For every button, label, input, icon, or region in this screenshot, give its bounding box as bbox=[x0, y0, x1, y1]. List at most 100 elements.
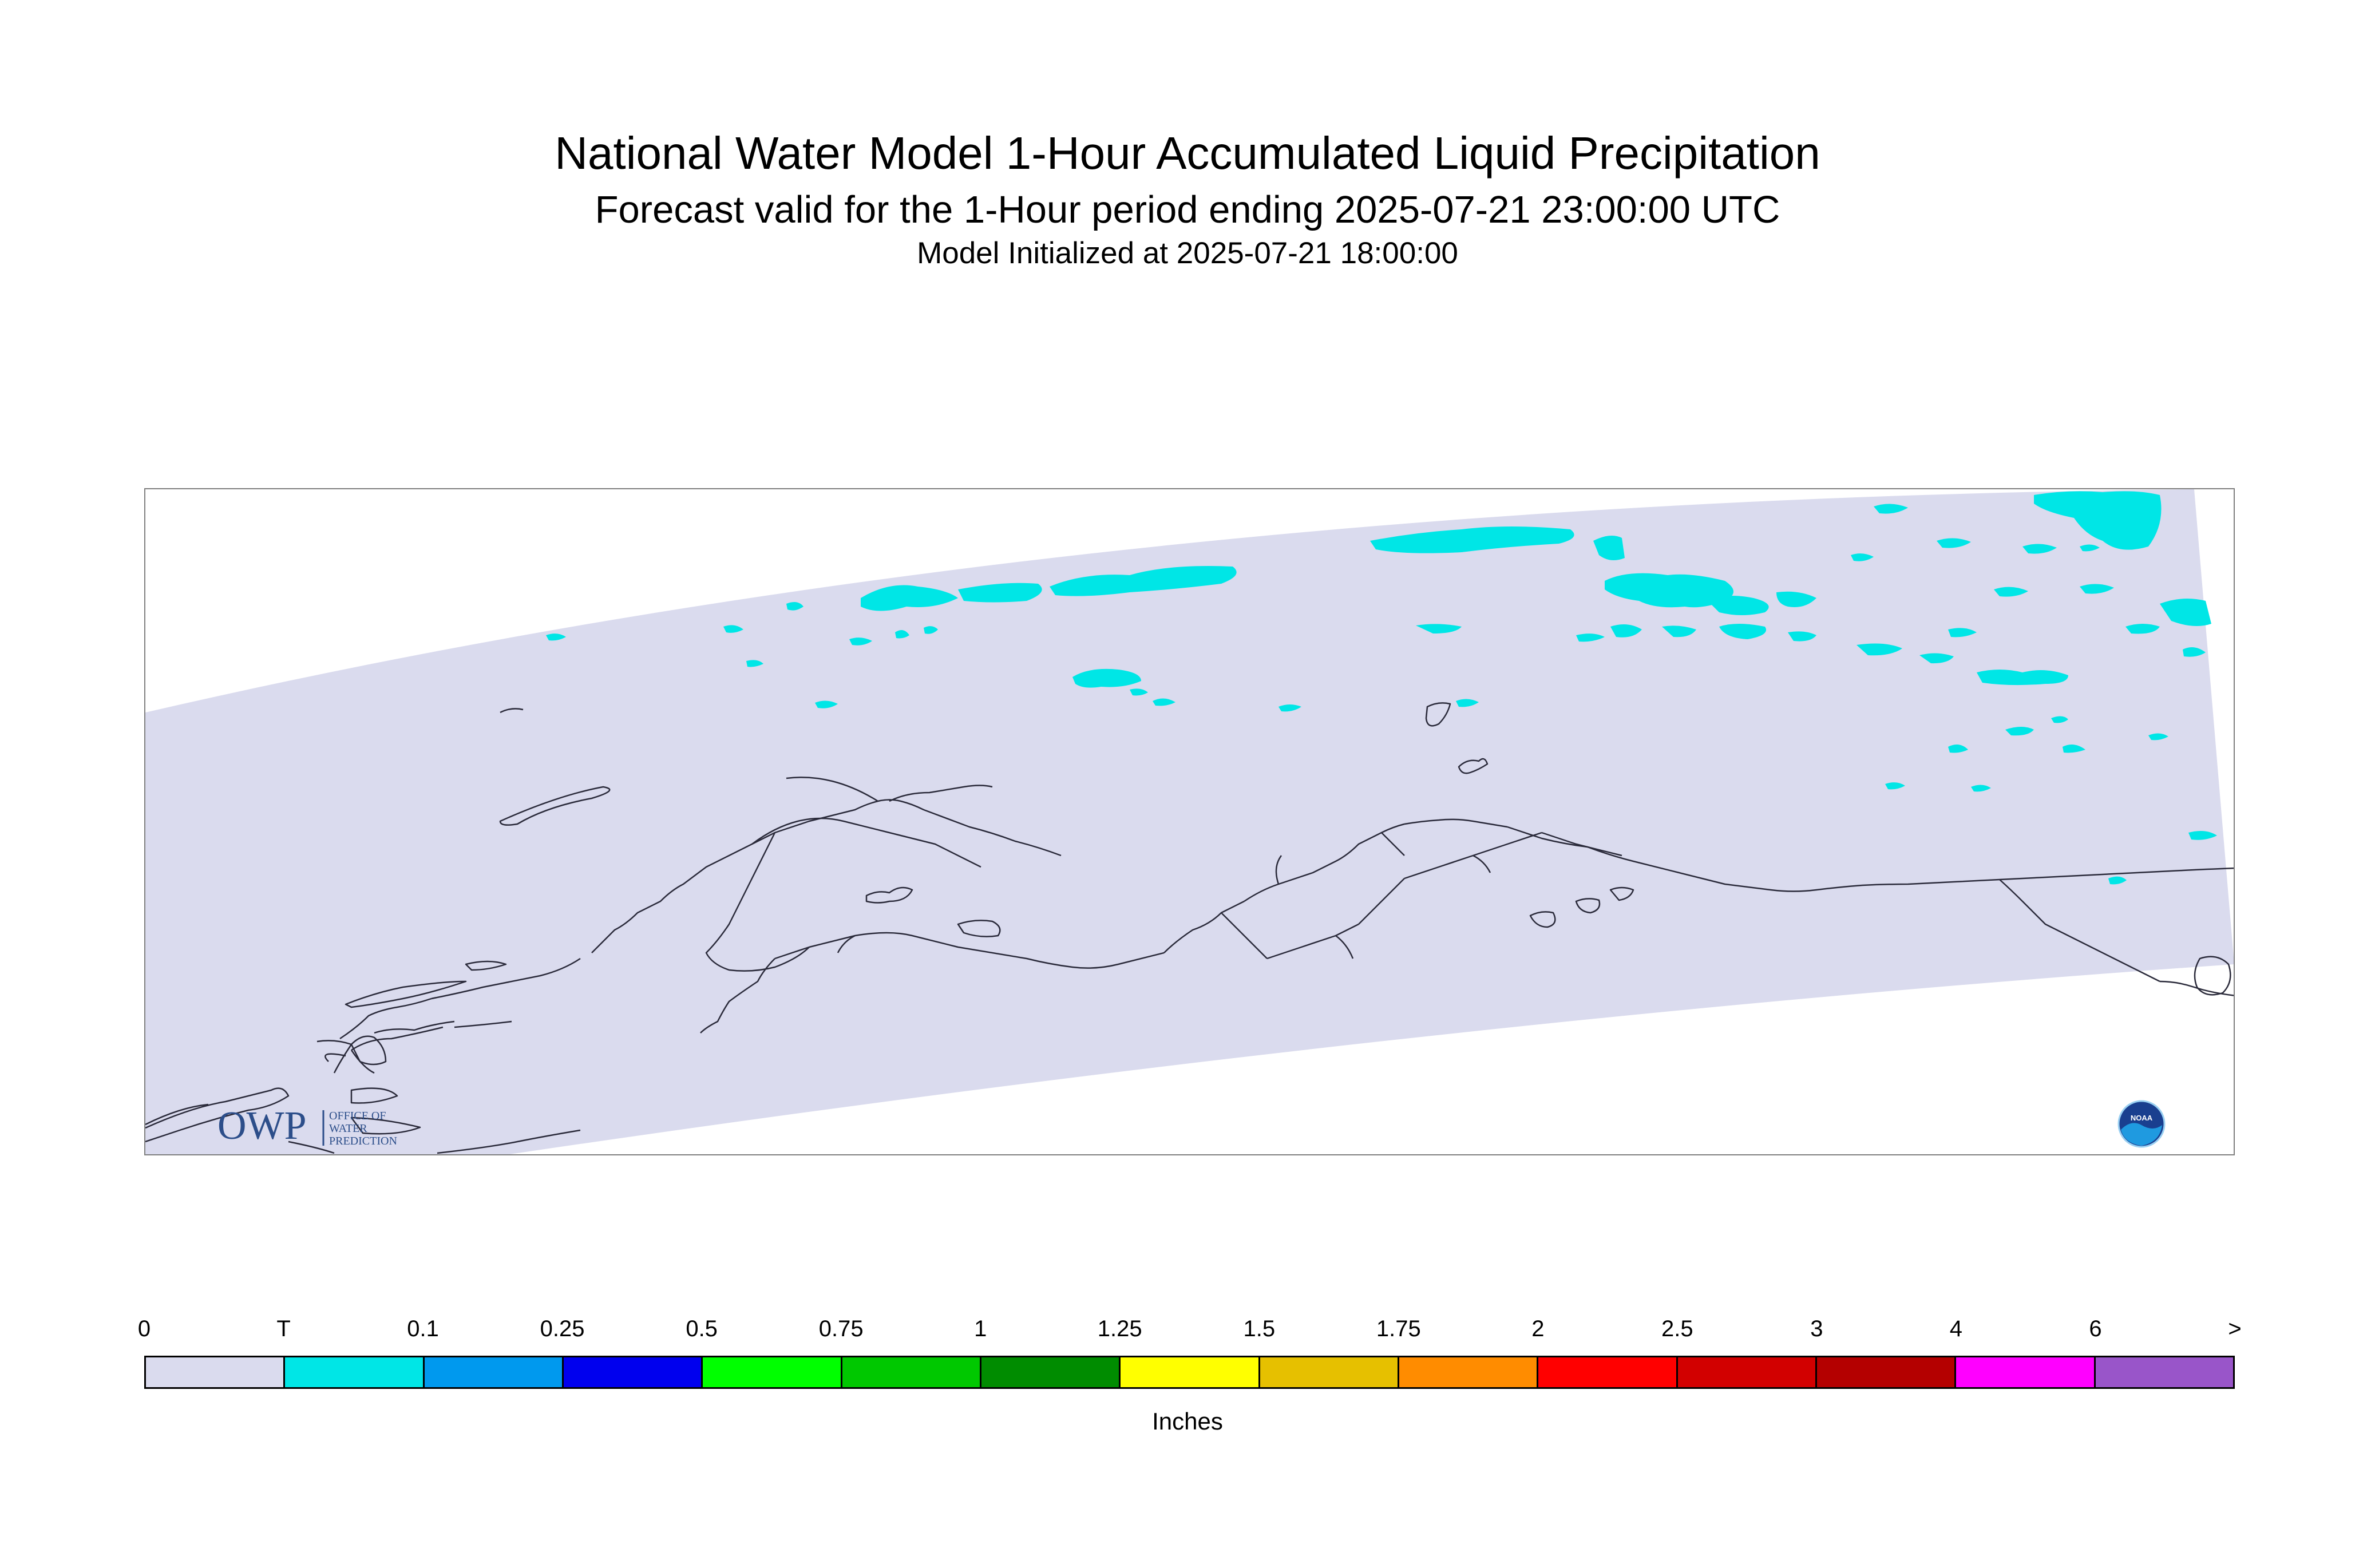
precip-area bbox=[2080, 544, 2100, 552]
precip-area bbox=[1605, 573, 1733, 608]
precip-area bbox=[1153, 698, 1175, 706]
chart-subtitle: Forecast valid for the 1-Hour period end… bbox=[595, 188, 1780, 231]
precip-area bbox=[1708, 596, 1769, 615]
legend-tick-label: 1.25 bbox=[1097, 1316, 1142, 1341]
legend-tick-label: 0 bbox=[137, 1316, 151, 1341]
coastline bbox=[1335, 935, 1354, 959]
precip-area bbox=[1456, 699, 1479, 707]
precip-area bbox=[1874, 504, 1908, 514]
precip-area bbox=[1370, 526, 1574, 553]
owp-logo-text: OFFICE OF bbox=[329, 1110, 386, 1122]
coastline bbox=[345, 980, 467, 1008]
coastline bbox=[957, 920, 1001, 937]
legend-swatch bbox=[1816, 1357, 1957, 1387]
precip-area bbox=[1610, 624, 1642, 638]
coastline bbox=[351, 1026, 444, 1051]
noaa-logo: NOAA bbox=[2117, 1100, 2166, 1148]
legend-tick-label: 0.75 bbox=[818, 1316, 864, 1341]
coastline bbox=[350, 1035, 387, 1066]
coastline bbox=[786, 777, 878, 802]
legend-swatch bbox=[1399, 1357, 1539, 1387]
precip-area bbox=[1776, 591, 1816, 607]
legend-swatch bbox=[1677, 1357, 1817, 1387]
coastline bbox=[324, 1053, 346, 1062]
legend-swatch bbox=[1260, 1357, 1399, 1387]
precip-area bbox=[2022, 544, 2057, 554]
coastline bbox=[350, 1050, 375, 1074]
legend-tick-label: 1.75 bbox=[1376, 1316, 1421, 1341]
coastline bbox=[1244, 823, 1405, 902]
coastline bbox=[1275, 855, 1282, 885]
coastline bbox=[1541, 831, 1622, 857]
legend-tick-label: 4 bbox=[1949, 1316, 1963, 1341]
precip-area bbox=[1662, 625, 1696, 638]
precip-area bbox=[2183, 647, 2206, 657]
coastline bbox=[705, 832, 810, 972]
precip-area bbox=[1971, 785, 1991, 792]
coastline bbox=[1358, 878, 1405, 925]
legend-colorbar bbox=[144, 1356, 2235, 1389]
legend-swatch bbox=[2095, 1357, 2233, 1387]
precip-area bbox=[895, 630, 909, 639]
precip-area bbox=[2188, 830, 2217, 840]
coastline bbox=[145, 1087, 290, 1143]
coastline bbox=[1458, 758, 1489, 774]
coastline bbox=[437, 1129, 581, 1154]
legend-swatch bbox=[146, 1357, 286, 1387]
legend-tick-label: 0.5 bbox=[686, 1316, 718, 1341]
coastline bbox=[350, 1087, 398, 1104]
legend-tick-label: 2.5 bbox=[1661, 1316, 1693, 1341]
legend-swatch bbox=[424, 1357, 564, 1387]
precip-area bbox=[1851, 553, 1874, 561]
map-panel[interactable] bbox=[144, 488, 2235, 1155]
precip-area bbox=[1857, 643, 1902, 656]
precip-area bbox=[2063, 745, 2085, 753]
coastline bbox=[1425, 702, 1451, 727]
model-domain bbox=[145, 489, 2234, 1154]
legend-swatch bbox=[981, 1357, 1121, 1387]
coastline bbox=[1472, 854, 1491, 873]
coastline bbox=[1404, 818, 1508, 828]
precip-area bbox=[1050, 566, 1237, 596]
coastline bbox=[465, 960, 507, 971]
coastline bbox=[454, 1020, 512, 1028]
precip-area bbox=[924, 626, 938, 634]
legend-swatch bbox=[285, 1357, 425, 1387]
coastline bbox=[1999, 879, 2160, 983]
coastline bbox=[333, 1044, 353, 1074]
legend-swatch bbox=[563, 1357, 703, 1387]
coastline bbox=[2159, 980, 2234, 996]
precip-area bbox=[2005, 727, 2034, 736]
coastlines bbox=[145, 702, 2234, 1154]
legend-tick-label: 1.5 bbox=[1243, 1316, 1276, 1341]
coastline bbox=[751, 817, 981, 868]
coastline bbox=[865, 886, 913, 904]
precip-area bbox=[1593, 536, 1625, 560]
legend-swatch bbox=[703, 1357, 842, 1387]
precip-area bbox=[723, 625, 743, 633]
precip-area bbox=[1576, 633, 1605, 642]
coastline bbox=[1266, 923, 1359, 960]
precip-area bbox=[1719, 624, 1766, 639]
coastline bbox=[1507, 826, 1588, 848]
precip-area bbox=[2125, 624, 2160, 634]
precip-area bbox=[1416, 624, 1462, 633]
precip-area bbox=[2160, 599, 2211, 626]
noaa-logo-text: NOAA bbox=[2131, 1114, 2153, 1122]
coastline bbox=[145, 1103, 209, 1126]
precip-area bbox=[2051, 716, 2068, 723]
legend-tick-label: 0.25 bbox=[540, 1316, 585, 1341]
coastline bbox=[374, 1020, 455, 1034]
precipitation-map bbox=[145, 489, 2234, 1154]
coastline bbox=[1221, 912, 1268, 959]
coastline bbox=[837, 935, 856, 953]
model-init-line: Model Initialized at 2025-07-21 18:00:00 bbox=[917, 236, 1458, 270]
coastline bbox=[2194, 956, 2231, 996]
owp-logo-text: PREDICTION bbox=[329, 1135, 397, 1147]
coastline bbox=[774, 946, 810, 960]
precip-area bbox=[861, 585, 958, 611]
coastline bbox=[431, 957, 581, 1000]
precip-area bbox=[849, 638, 872, 646]
owp-logo-mark: OWP bbox=[217, 1104, 307, 1148]
coastline bbox=[1575, 898, 1601, 914]
